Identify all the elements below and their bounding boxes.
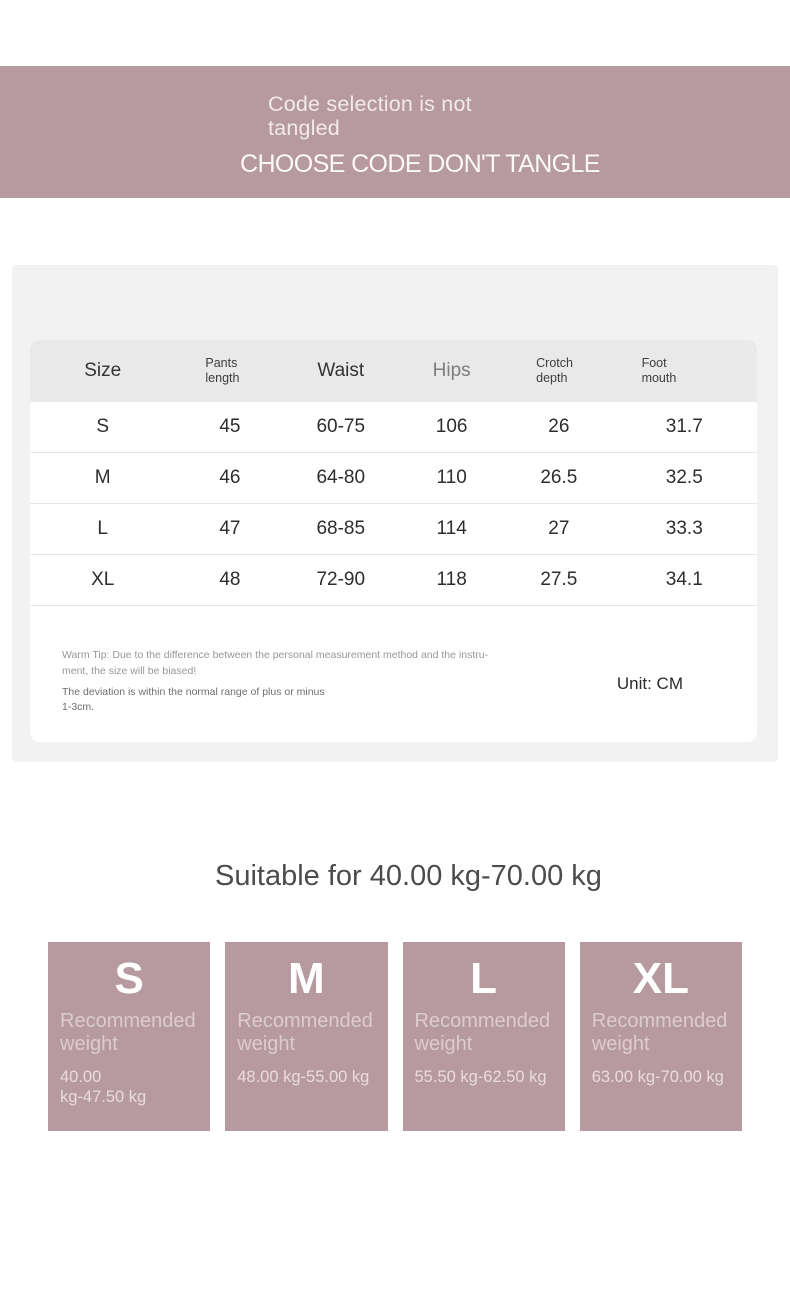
size-table-row: S 45 60-75 106 26 31.7 xyxy=(30,402,757,453)
size-box-s: S Recommended weight 40.00 kg-47.50 kg xyxy=(48,942,211,1132)
size-table-row: XL 48 72-90 118 27.5 34.1 xyxy=(30,555,757,606)
size-letter: XL xyxy=(632,954,689,1004)
size-box-l: L Recommended weight 55.50 kg-62.50 kg xyxy=(402,942,565,1132)
measurement-cell: 72-90 xyxy=(284,555,398,606)
column-header: Foot mouth xyxy=(611,340,757,402)
size-cell: L xyxy=(30,504,176,555)
recommended-weight-label: Recommended weight xyxy=(591,1010,728,1055)
recommended-weight-label: Recommended weight xyxy=(60,1010,196,1055)
size-table-row: L 47 68-85 114 27 33.3 xyxy=(30,504,757,555)
size-cell: XL xyxy=(30,555,176,606)
size-table-row: M 46 64-80 110 26.5 32.5 xyxy=(30,453,757,504)
weight-range: 40.00 kg-47.50 kg xyxy=(60,1068,147,1107)
size-table-panel: Size Pants length Waist Hips Crotch depth Foo… xyxy=(30,340,757,742)
measurement-cell: 64-80 xyxy=(284,453,398,504)
measurement-cell: 45 xyxy=(175,402,285,453)
size-box-xl: XL Recommended weight 63.00 kg-70.00 kg xyxy=(579,942,742,1132)
banner-title-line2: tangled xyxy=(268,116,340,141)
unit-label: Unit: CM xyxy=(616,674,683,693)
size-letter: L xyxy=(470,954,498,1004)
column-header: Crotch depth xyxy=(506,340,612,402)
size-cell: S xyxy=(30,402,176,453)
banner-title-line1: Code selection is not xyxy=(268,92,472,116)
measurement-cell: 26 xyxy=(506,402,612,453)
measurement-cell: 68-85 xyxy=(284,504,398,555)
measurement-cell: 48 xyxy=(175,555,285,606)
promo-banner: Code selection is not tangled CHOOSE COD… xyxy=(0,66,790,198)
size-table-header-row: Size Pants length Waist Hips Crotch depth Foo… xyxy=(30,340,757,402)
size-cell: M xyxy=(30,453,176,504)
measurement-cell: 27 xyxy=(506,504,612,555)
recommended-weight-label: Recommended weight xyxy=(414,1010,551,1055)
measurement-cell: 60-75 xyxy=(284,402,398,453)
size-chart-card: Size Pants length Waist Hips Crotch depth Foo… xyxy=(12,265,778,762)
measurement-cell: 47 xyxy=(175,504,285,555)
size-letter: S xyxy=(114,954,144,1004)
size-box-m: M Recommended weight 48.00 kg-55.00 kg xyxy=(225,942,388,1132)
measurement-cell: 46 xyxy=(175,453,285,504)
weight-range: 63.00 kg-70.00 kg xyxy=(591,1068,724,1087)
deviation-note: The deviation is within the normal range… xyxy=(62,685,325,714)
recommended-weight-label: Recommended weight xyxy=(237,1010,373,1055)
measurement-cell: 31.7 xyxy=(611,402,757,453)
measurement-cell: 34.1 xyxy=(611,555,757,606)
measurement-cell: 114 xyxy=(397,504,507,555)
banner-title: Code selection is not tangled xyxy=(268,92,472,140)
measurement-cell: 32.5 xyxy=(611,453,757,504)
warm-tip-note: Warm Tip: Due to the difference between … xyxy=(62,649,489,677)
size-letter: M xyxy=(288,954,325,1004)
column-header: Pants length xyxy=(175,340,285,402)
weight-range: 55.50 kg-62.50 kg xyxy=(414,1068,547,1087)
measurement-cell: 27.5 xyxy=(506,555,612,606)
measurement-cell: 33.3 xyxy=(611,504,757,555)
size-table: Size Pants length Waist Hips Crotch depth Foo… xyxy=(30,340,757,606)
column-header: Waist xyxy=(284,340,398,402)
measurement-cell: 26.5 xyxy=(506,453,612,504)
measurement-cell: 118 xyxy=(397,555,507,606)
measurement-cell: 110 xyxy=(397,453,507,504)
banner-subtitle: CHOOSE CODE DON'T TANGLE xyxy=(240,150,600,178)
measurement-cell: 106 xyxy=(397,402,507,453)
column-header: Size xyxy=(30,340,176,402)
recommended-weight-boxes: S Recommended weight 40.00 kg-47.50 kg M Rec… xyxy=(48,942,742,1132)
suitability-heading: Suitable for 40.00 kg-70.00 kg xyxy=(215,860,602,892)
size-table-notes: Warm Tip: Due to the difference between … xyxy=(30,606,757,742)
weight-range: 48.00 kg-55.00 kg xyxy=(237,1068,370,1087)
column-header: Hips xyxy=(397,340,507,402)
